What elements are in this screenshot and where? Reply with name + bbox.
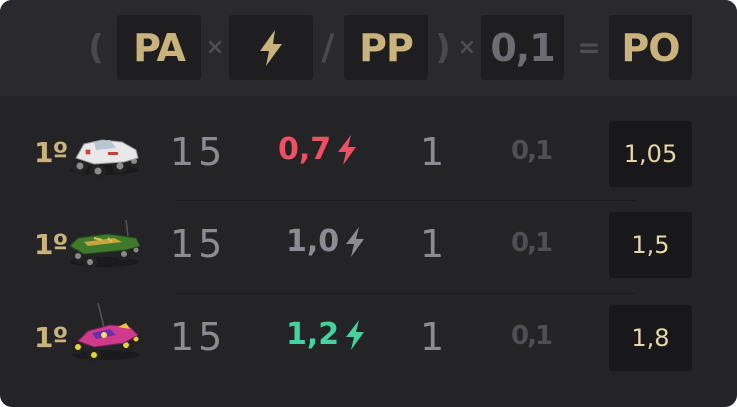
car-image-rally-car xyxy=(64,216,144,272)
bolt-icon xyxy=(346,319,365,350)
table-row: 1º 15 1,2 1 xyxy=(0,293,737,385)
constant-value: 0,1 xyxy=(511,228,553,258)
pp-value: 1 xyxy=(420,130,445,174)
constant-label: 0,1 xyxy=(481,15,564,80)
constant-value: 0,1 xyxy=(511,136,553,166)
position-label: 1º xyxy=(34,321,68,354)
factor-text: 1,2 xyxy=(286,317,340,352)
car-image-monster-truck xyxy=(64,126,144,182)
table-row: 1º 15 1,0 1 0,1 xyxy=(0,200,737,292)
pa-value: 15 xyxy=(170,315,227,359)
bolt-icon xyxy=(260,29,282,66)
position-label: 1º xyxy=(34,136,68,169)
row-divider xyxy=(175,200,635,201)
divide-slash: / xyxy=(321,27,335,68)
factor-value: 0,7 xyxy=(278,132,378,167)
po-value: 1,05 xyxy=(609,121,692,187)
position-label: 1º xyxy=(34,228,68,261)
row-divider xyxy=(175,293,635,294)
factor-value: 1,0 xyxy=(286,224,386,259)
factor-value: 1,2 xyxy=(286,317,386,352)
pa-value: 15 xyxy=(170,222,227,266)
table-row: 1º 15 0,7 1 0,1 xyxy=(0,108,737,200)
multiply-sign-2: × xyxy=(457,35,477,60)
open-paren: ( xyxy=(88,27,104,68)
po-value: 1,5 xyxy=(609,212,692,278)
pa-value: 15 xyxy=(170,130,227,174)
po-value: 1,8 xyxy=(609,305,692,371)
close-paren: ) xyxy=(435,27,451,68)
equals-sign: = xyxy=(577,31,601,64)
bolt-box xyxy=(229,15,313,80)
pp-label: PP xyxy=(344,15,428,80)
constant-value: 0,1 xyxy=(511,321,553,351)
car-image-buggy xyxy=(64,301,144,362)
formula-header: ( PA × / PP ) × 0,1 = PO xyxy=(0,0,737,96)
po-label: PO xyxy=(609,15,692,80)
factor-text: 0,7 xyxy=(278,132,332,167)
pp-value: 1 xyxy=(420,315,445,359)
pa-label: PA xyxy=(117,15,201,80)
bolt-icon xyxy=(346,226,365,257)
bolt-icon xyxy=(338,134,357,165)
pp-value: 1 xyxy=(420,222,445,266)
factor-text: 1,0 xyxy=(286,224,340,259)
multiply-sign: × xyxy=(205,35,225,60)
